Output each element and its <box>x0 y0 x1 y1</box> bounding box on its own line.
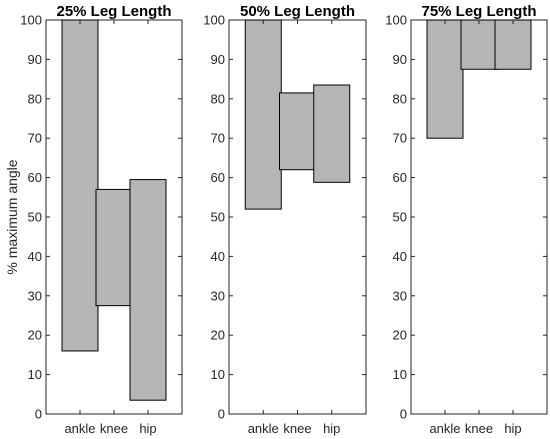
range-bar-ankle <box>61 19 99 352</box>
x-tick-label-knee: knee <box>283 421 311 436</box>
range-bar-knee <box>95 188 133 307</box>
panel-3: 0 10 20 30 40 50 60 70 80 90 100 ankle knee hip 75% Le… <box>385 3 548 436</box>
y-tick-label: 100 <box>20 13 42 28</box>
y-tick-label: 20 <box>211 328 225 343</box>
y-tick-label: 40 <box>28 249 42 264</box>
y-tick-label: 50 <box>28 210 42 225</box>
range-bar-hip <box>129 179 167 401</box>
range-bar-ankle <box>426 19 464 139</box>
y-tick-label: 30 <box>211 288 225 303</box>
y-tick-label: 30 <box>28 288 42 303</box>
y-tick-label: 10 <box>211 367 225 382</box>
y-tick-label: 50 <box>393 210 407 225</box>
y-tick-label: 70 <box>211 131 225 146</box>
x-tick-label-knee: knee <box>465 421 493 436</box>
y-tick-label: 90 <box>393 52 407 67</box>
range-bar-knee <box>460 19 498 70</box>
y-tick-label: 10 <box>393 367 407 382</box>
y-tick-label: 20 <box>28 328 42 343</box>
y-tick-label: 90 <box>28 52 42 67</box>
y-tick-label: 100 <box>203 13 225 28</box>
y-tick-label: 0 <box>35 407 42 422</box>
y-tick-label: 70 <box>393 131 407 146</box>
x-tick-label-hip: hip <box>323 421 340 436</box>
y-tick-label: 60 <box>28 170 42 185</box>
y-tick-label: 50 <box>211 210 225 225</box>
y-tick-label: 80 <box>393 91 407 106</box>
y-tick-label: 30 <box>393 288 407 303</box>
y-tick-label: 80 <box>28 91 42 106</box>
x-tick-label-ankle: ankle <box>429 421 460 436</box>
x-tick-label-hip: hip <box>139 421 156 436</box>
x-tick-label-ankle: ankle <box>64 421 95 436</box>
y-tick-label: 20 <box>393 328 407 343</box>
x-tick-label-knee: knee <box>100 421 128 436</box>
y-tick-label: 0 <box>218 407 225 422</box>
panel-2: 0 10 20 30 40 50 60 70 80 90 100 ankle knee hip 50% Le… <box>203 3 367 436</box>
y-tick-label: 40 <box>211 249 225 264</box>
y-tick-label: 60 <box>211 170 225 185</box>
y-tick-label: 40 <box>393 249 407 264</box>
x-tick-label-ankle: ankle <box>248 421 279 436</box>
range-bar-hip <box>494 19 532 70</box>
x-tick-label-hip: hip <box>504 421 521 436</box>
panel-title: 25% Leg Length <box>56 3 171 20</box>
range-bar-ankle <box>244 19 282 210</box>
y-tick-label: 100 <box>385 13 407 28</box>
range-bar-hip <box>313 84 351 183</box>
panel-1: 0 10 20 30 40 50 60 70 80 90 100 ankle knee hip 25% Le… <box>20 3 183 436</box>
y-tick-label: 60 <box>393 170 407 185</box>
y-tick-label: 70 <box>28 131 42 146</box>
y-tick-label: 0 <box>400 407 407 422</box>
range-bar-knee <box>279 92 316 171</box>
panel-title: 75% Leg Length <box>421 3 536 20</box>
y-tick-label: 80 <box>211 91 225 106</box>
y-tick-label: 90 <box>211 52 225 67</box>
y-axis-label: % maximum angle <box>4 159 20 274</box>
y-tick-label: 10 <box>28 367 42 382</box>
panel-title: 50% Leg Length <box>240 3 355 20</box>
